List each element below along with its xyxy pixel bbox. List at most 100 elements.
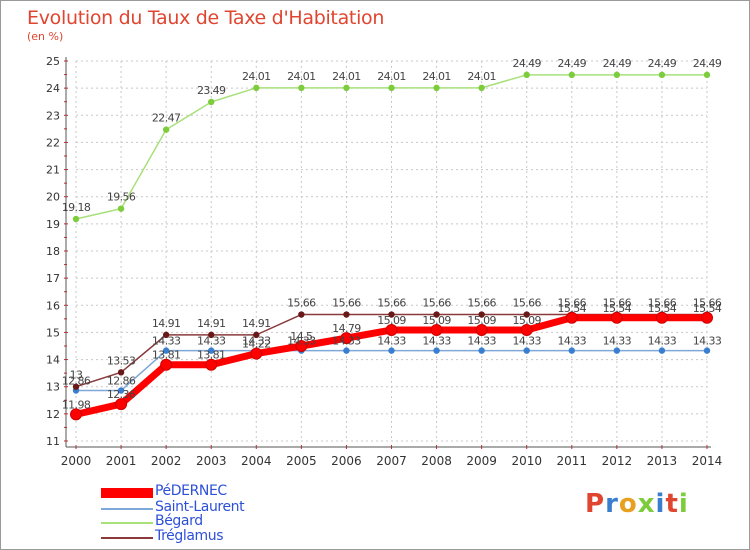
data-point: [343, 311, 350, 318]
data-point: [478, 84, 485, 92]
proxiti-logo: Proxiti: [585, 489, 689, 519]
y-tick-label: 15: [46, 326, 60, 339]
data-label: 24.01: [467, 70, 496, 83]
data-point: [162, 347, 170, 354]
data-point: [610, 311, 623, 324]
data-point: [208, 347, 215, 354]
data-label: 14.22: [242, 338, 271, 351]
data-point: [658, 71, 666, 79]
data-label: 14.79: [332, 322, 361, 335]
data-label: 15.66: [287, 297, 316, 310]
data-label: 24.01: [422, 70, 451, 83]
data-label: 15.66: [467, 297, 496, 310]
x-tick-label: 2014: [692, 454, 723, 468]
legend-item: PéDERNEC: [101, 483, 361, 500]
data-point: [475, 323, 488, 336]
data-label: 14.91: [242, 317, 271, 330]
data-point: [613, 347, 621, 354]
data-label: 15.09: [422, 314, 451, 327]
data-point: [162, 331, 170, 339]
data-label: 23.49: [197, 84, 226, 97]
data-point: [433, 311, 440, 318]
data-point: [162, 126, 170, 133]
data-point: [117, 205, 125, 212]
data-point: [523, 311, 530, 318]
data-point: [433, 347, 440, 354]
data-label: 14.33: [648, 335, 677, 348]
x-tick-label: 2004: [241, 454, 272, 468]
y-tick-label: 14: [46, 354, 60, 367]
data-point: [655, 311, 668, 324]
legend-swatch: [101, 507, 153, 510]
data-label: 24.01: [332, 70, 361, 83]
data-point: [205, 358, 218, 371]
data-label: 13.53: [107, 354, 136, 367]
y-tick-label: 13: [46, 381, 60, 394]
data-point: [340, 332, 353, 345]
data-label: 24.49: [558, 57, 587, 70]
data-point: [388, 347, 395, 354]
data-point: [250, 347, 263, 360]
data-point: [343, 84, 350, 92]
data-label: 15.66: [603, 297, 632, 310]
data-label: 14.33: [287, 335, 316, 348]
data-label: 15.66: [377, 297, 406, 310]
data-point: [388, 84, 395, 92]
data-point: [701, 311, 713, 324]
data-label: 14.33: [377, 335, 406, 348]
x-tick-label: 2007: [376, 454, 407, 468]
data-point: [72, 215, 80, 223]
data-point: [430, 323, 443, 336]
data-point: [478, 311, 485, 318]
legend-label: Tréglamus: [155, 528, 224, 544]
data-point: [385, 323, 398, 336]
chart-subtitle: (en %): [27, 30, 64, 43]
data-label: 15.66: [693, 297, 722, 310]
legend-swatch: [101, 521, 153, 524]
y-tick-label: 20: [46, 191, 60, 204]
y-tick-label: 24: [46, 82, 60, 95]
data-point: [703, 71, 711, 79]
data-label: 12.86: [62, 375, 91, 388]
y-tick-label: 22: [46, 136, 60, 149]
data-label: 13.81: [152, 349, 181, 362]
data-label: 14.33: [422, 335, 451, 348]
data-point: [343, 347, 350, 354]
legend-item: Bégard: [101, 513, 361, 530]
data-point: [253, 331, 260, 339]
y-tick-label: 25: [46, 55, 60, 68]
data-label: 12.36: [107, 388, 136, 401]
y-tick-label: 19: [46, 218, 60, 231]
data-label: 14.33: [512, 335, 541, 348]
data-label: 13: [70, 369, 83, 382]
data-point: [478, 347, 485, 354]
x-tick-label: 2000: [61, 454, 92, 468]
data-label: 14.91: [152, 317, 181, 330]
x-tick-label: 2001: [106, 454, 137, 468]
x-tick-label: 2012: [602, 454, 633, 468]
data-point: [70, 408, 82, 421]
y-tick-label: 23: [46, 109, 60, 122]
data-point: [295, 340, 308, 352]
data-point: [388, 311, 395, 318]
x-tick-label: 2003: [196, 454, 227, 468]
data-label: 14.33: [197, 335, 226, 348]
data-label: 15.09: [467, 314, 496, 327]
x-tick-label: 2005: [286, 454, 317, 468]
data-label: 15.09: [377, 314, 406, 327]
data-point: [208, 331, 215, 339]
data-point: [115, 398, 128, 411]
x-tick-label: 2008: [421, 454, 452, 468]
y-tick-label: 12: [46, 408, 60, 421]
data-label: 14.33: [152, 335, 181, 348]
data-label: 14.33: [558, 335, 587, 348]
x-tick-label: 2002: [151, 454, 182, 468]
data-label: 15.66: [332, 297, 361, 310]
data-point: [565, 311, 578, 324]
data-label: 24.49: [512, 57, 541, 70]
data-label: 15.54: [603, 302, 632, 315]
data-point: [568, 71, 575, 79]
data-label: 15.66: [512, 297, 541, 310]
